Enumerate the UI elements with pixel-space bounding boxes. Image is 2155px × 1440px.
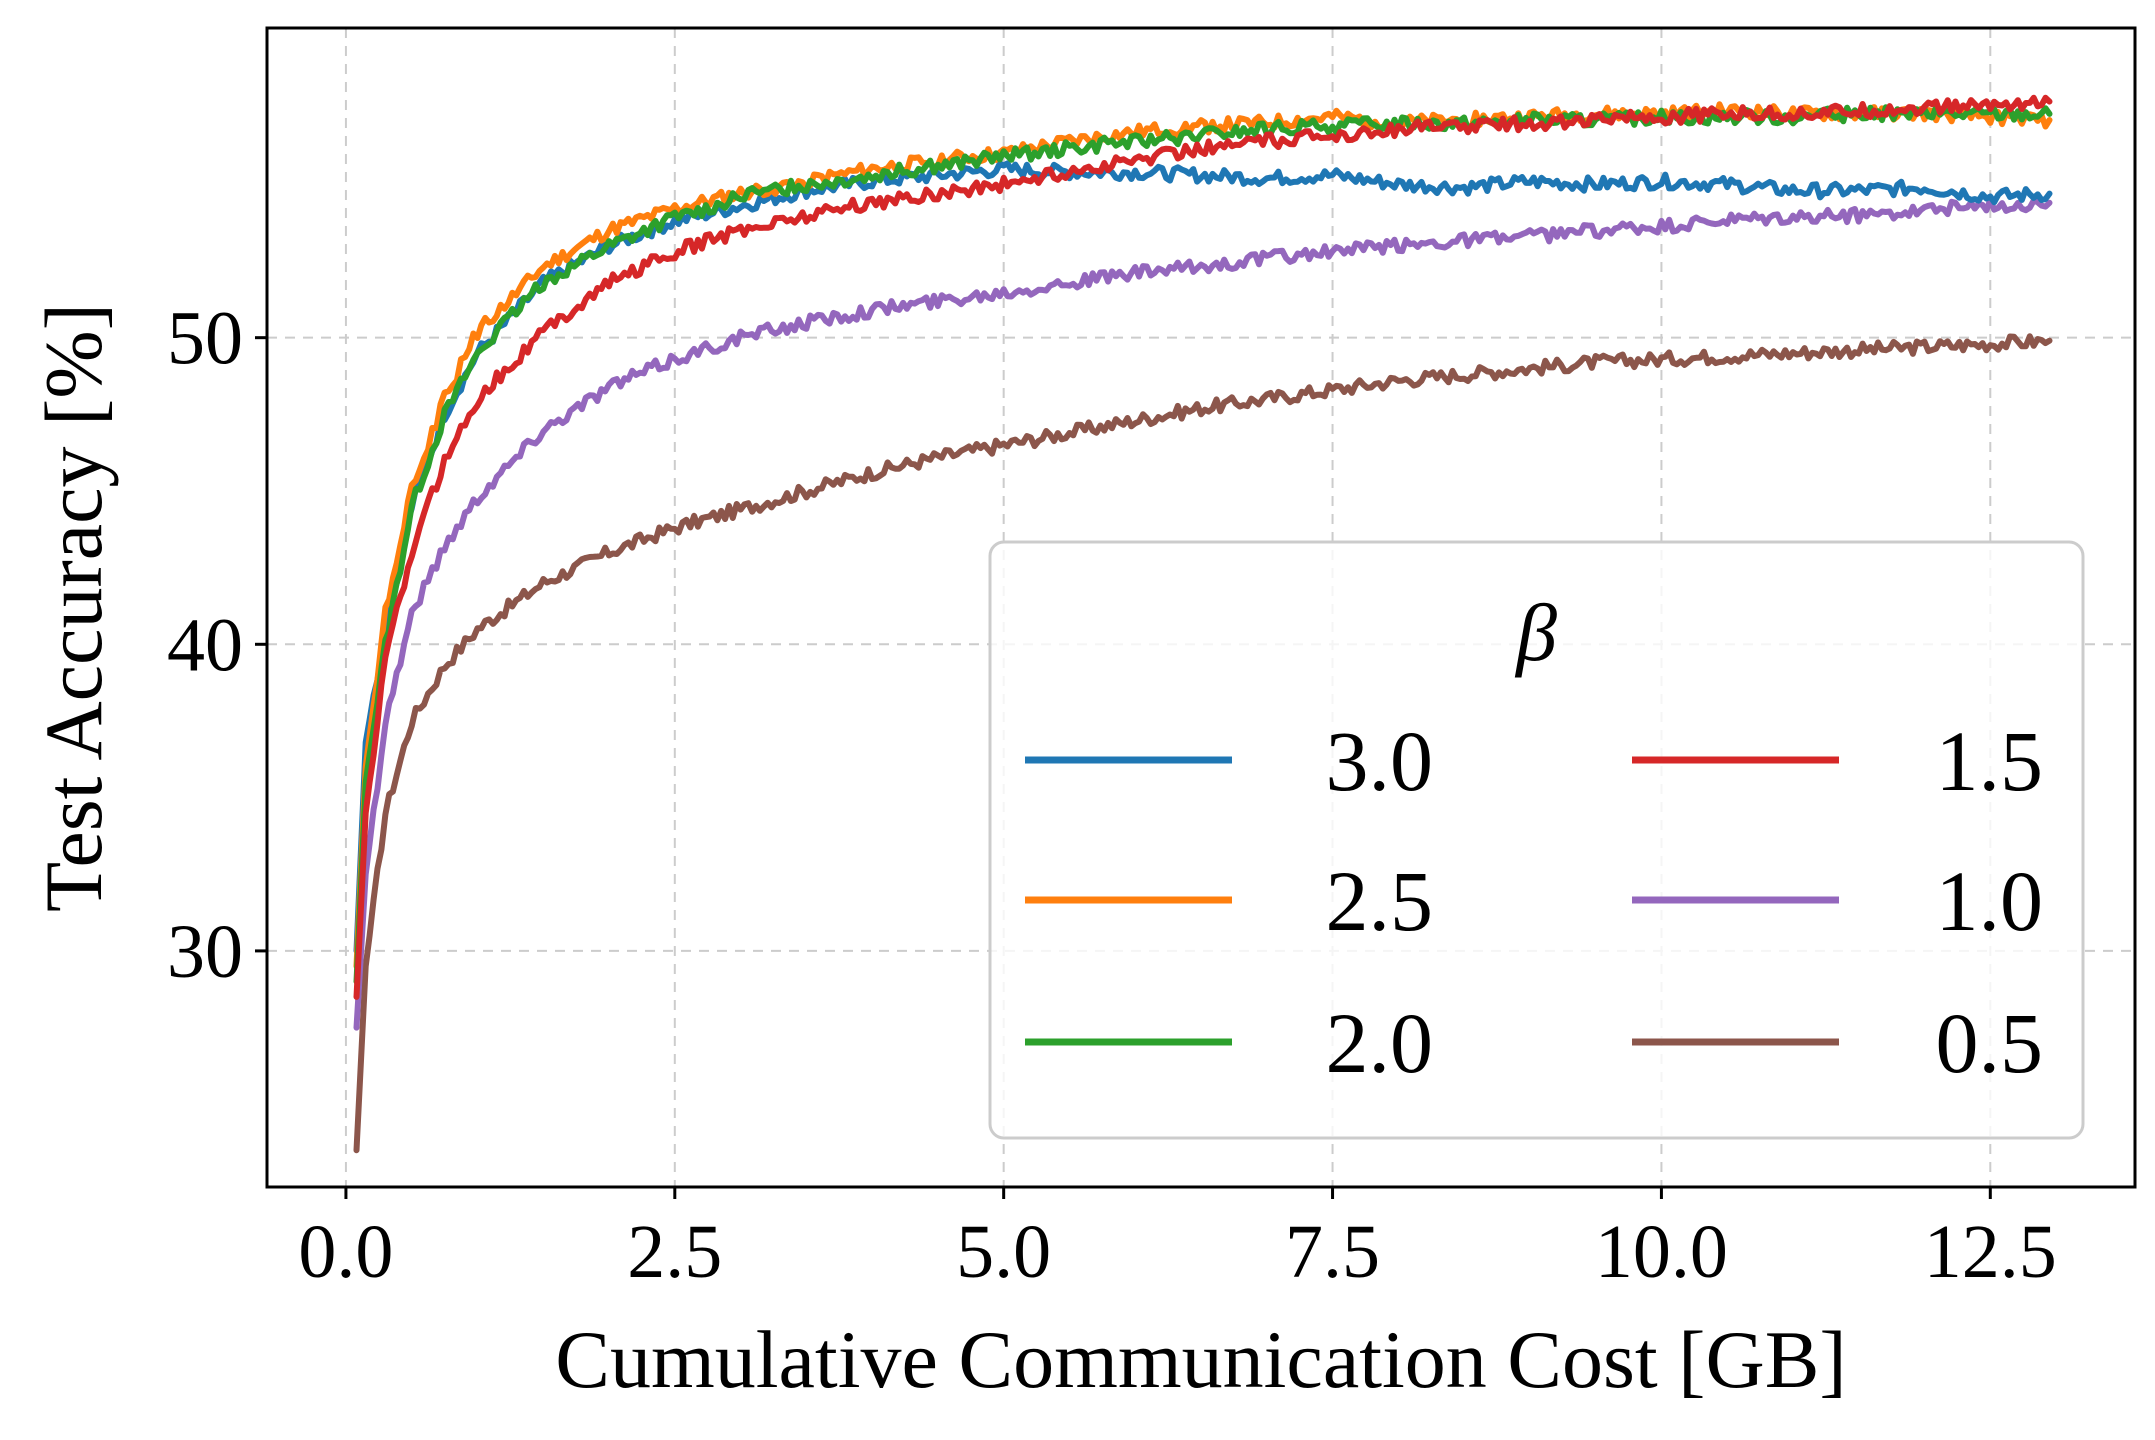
series-line-1-5 [353,94,2053,1000]
legend: β 3.0 2.5 2.0 1.5 1.0 0.5 [988,540,2085,1140]
plot-area-frame [265,26,2137,1189]
legend-title: β [1514,587,1557,678]
y-tick-label: 40 [167,603,243,687]
y-axis-title: Test Accuracy [%] [28,303,119,912]
series-line-1-0 [353,196,2053,1031]
x-tick-label: 0.0 [298,1210,393,1294]
legend-label: 1.0 [1936,853,2044,949]
x-tick-label: 7.5 [1285,1210,1380,1294]
x-tick-label: 5.0 [956,1210,1051,1294]
axis-ticks: 0.0 2.5 5.0 7.5 10.0 12.5 30 40 50 [167,297,2057,1294]
series-line-0-5 [353,333,2053,1154]
x-tick-label: 2.5 [627,1210,722,1294]
y-tick-label: 30 [167,910,243,994]
legend-label: 1.5 [1936,713,2044,809]
x-tick-label: 12.5 [1924,1210,2057,1294]
x-tick-label: 10.0 [1595,1210,1728,1294]
legend-label: 2.5 [1326,853,1434,949]
legend-label: 2.0 [1326,995,1434,1091]
legend-items: 3.0 2.5 2.0 1.5 1.0 0.5 [1025,713,2043,1091]
x-axis-title: Cumulative Communication Cost [GB] [555,1314,1846,1405]
legend-label: 0.5 [1936,995,2044,1091]
y-tick-label: 50 [167,297,243,381]
legend-box [988,540,2085,1140]
series-lines [353,94,2053,1154]
legend-label: 3.0 [1326,713,1434,809]
